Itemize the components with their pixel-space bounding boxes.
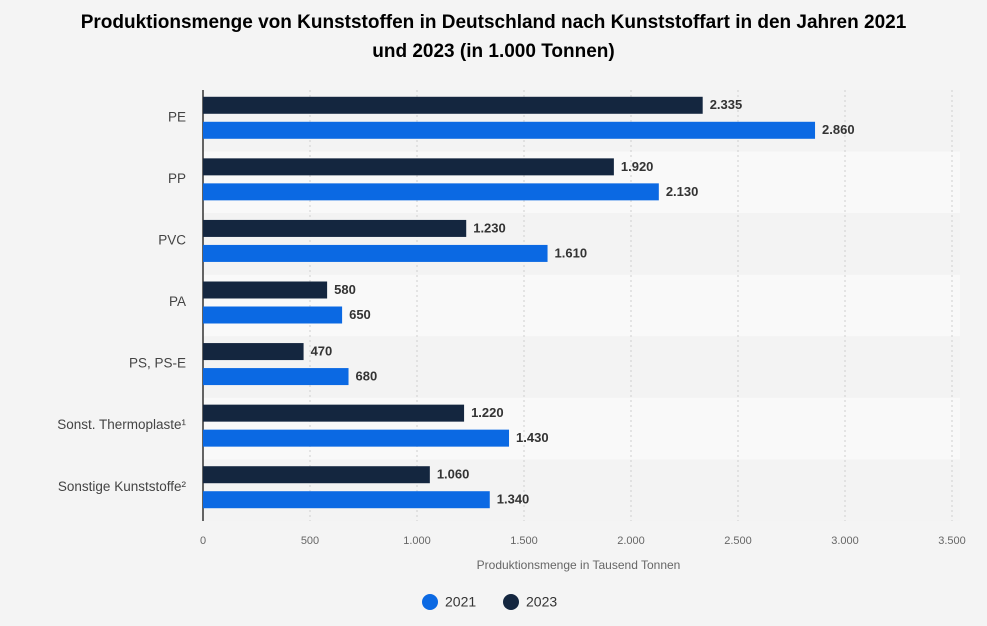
bar [203, 368, 349, 386]
legend-marker [503, 594, 519, 610]
bar [203, 183, 659, 201]
y-tick-label: PVC [158, 232, 186, 247]
legend-label: 2023 [526, 594, 557, 610]
value-label: 2.130 [666, 184, 699, 199]
y-tick-label: PA [169, 294, 186, 309]
row-band [203, 336, 960, 398]
y-tick-label: Sonstige Kunststoffe² [58, 479, 187, 494]
x-tick-label: 500 [301, 535, 319, 547]
legend-label: 2021 [445, 594, 476, 610]
value-label: 2.335 [710, 97, 743, 112]
chart-title: Produktionsmenge von Kunststoffen in Deu… [80, 12, 907, 62]
value-label: 680 [356, 369, 378, 384]
y-tick-label: PP [168, 171, 186, 186]
x-axis-label: Produktionsmenge in Tausend Tonnen [477, 558, 681, 572]
y-tick-label: PS, PS-E [129, 356, 186, 371]
y-tick-label: Sonst. Thermoplaste¹ [57, 417, 186, 432]
value-label: 1.220 [471, 405, 504, 420]
bar [203, 158, 614, 176]
bar [203, 343, 304, 361]
y-tick-label: PE [168, 109, 186, 124]
bar [203, 429, 510, 447]
bar [203, 306, 343, 324]
x-tick-label: 2.000 [617, 535, 645, 547]
bar [203, 491, 490, 509]
value-label: 1.340 [497, 492, 530, 507]
legend-marker [422, 594, 438, 610]
row-band [203, 274, 960, 337]
bar [203, 244, 548, 262]
bar [203, 121, 816, 139]
value-label: 1.060 [437, 467, 470, 482]
value-label: 1.920 [621, 159, 654, 174]
x-tick-label: 1.000 [403, 535, 431, 547]
value-label: 470 [311, 344, 333, 359]
bar [203, 96, 703, 114]
value-label: 650 [349, 307, 371, 322]
bar [203, 404, 465, 422]
bar [203, 219, 467, 237]
value-label: 1.230 [473, 220, 506, 235]
x-tick-label: 3.500 [938, 535, 966, 547]
x-tick-label: 0 [200, 535, 206, 547]
value-label: 2.860 [822, 122, 855, 137]
x-tick-label: 2.500 [724, 535, 752, 547]
value-label: 1.610 [555, 245, 588, 260]
bar [203, 466, 430, 484]
value-label: 1.430 [516, 430, 549, 445]
x-tick-label: 3.000 [831, 535, 859, 547]
value-label: 580 [334, 282, 356, 297]
bar [203, 281, 328, 299]
x-tick-label: 1.500 [510, 535, 538, 547]
